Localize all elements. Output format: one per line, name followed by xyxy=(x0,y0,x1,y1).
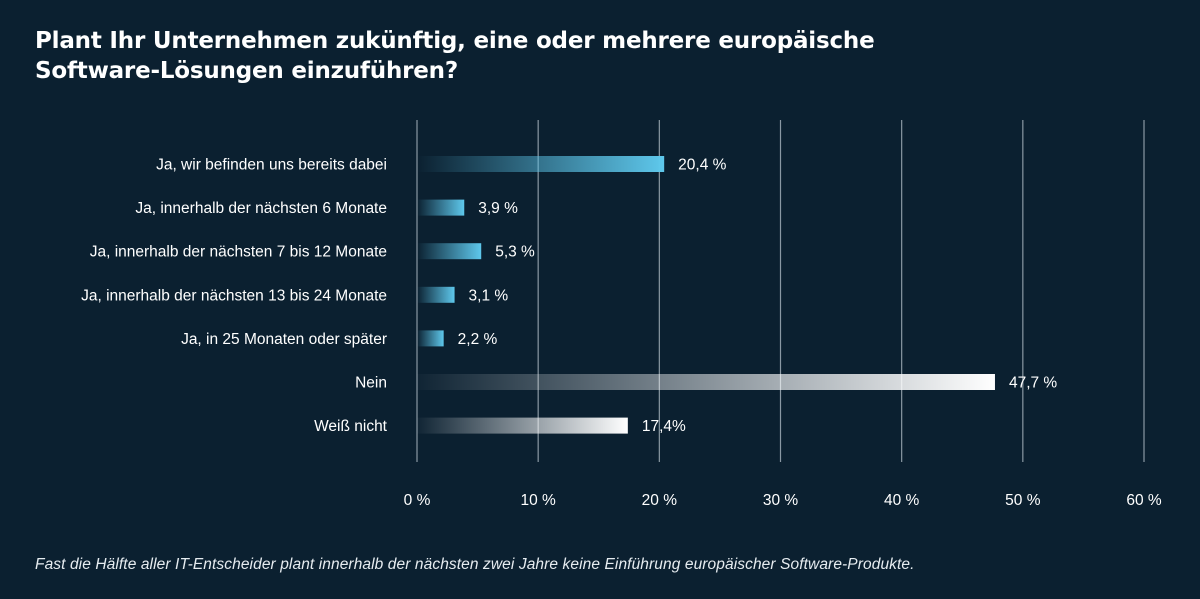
bar xyxy=(417,199,465,216)
bar xyxy=(417,374,995,390)
chart-title: Plant Ihr Unternehmen zukünftig, eine od… xyxy=(35,26,935,86)
category-label: Ja, wir befinden uns bereits dabei xyxy=(156,157,387,174)
bars xyxy=(417,156,995,434)
x-tick-label: 40 % xyxy=(884,492,920,509)
x-tick-label: 50 % xyxy=(1005,492,1041,509)
gridlines xyxy=(416,120,1145,462)
category-label: Nein xyxy=(355,375,387,392)
x-tick-label: 10 % xyxy=(520,492,556,509)
data-label: 47,7 % xyxy=(1009,375,1057,392)
category-label: Ja, innerhalb der nächsten 7 bis 12 Mona… xyxy=(90,244,387,261)
chart-title-line-2: Software-Lösungen einzuführen? xyxy=(35,58,458,84)
category-label: Ja, innerhalb der nächsten 6 Monate xyxy=(135,200,387,217)
category-label: Weiß nicht xyxy=(314,418,388,435)
bar xyxy=(417,417,628,434)
category-label: Ja, in 25 Monaten oder später xyxy=(181,331,387,348)
data-label: 20,4 % xyxy=(678,157,726,174)
bar xyxy=(417,286,455,303)
data-label: 3,1 % xyxy=(469,287,509,304)
chart-title-line-1: Plant Ihr Unternehmen zukünftig, eine od… xyxy=(35,28,875,54)
data-label: 3,9 % xyxy=(478,200,518,217)
footnote: Fast die Hälfte aller IT-Entscheider pla… xyxy=(35,556,915,573)
x-tick-label: 0 % xyxy=(404,492,431,509)
labels: 0 % 10 % 20 % 30 % 40 % 50 % 60 % Ja, wir befin… xyxy=(81,157,1162,510)
data-label: 2,2 % xyxy=(458,331,498,348)
x-tick-label: 30 % xyxy=(763,492,799,509)
data-label: 5,3 % xyxy=(495,244,535,261)
x-tick-label: 20 % xyxy=(642,492,678,509)
category-label: Ja, innerhalb der nächsten 13 bis 24 Mon… xyxy=(81,287,387,304)
bar xyxy=(417,330,444,347)
x-tick-label: 60 % xyxy=(1126,492,1162,509)
bar xyxy=(417,243,482,260)
bar xyxy=(417,156,665,172)
data-label: 17,4% xyxy=(642,418,686,435)
